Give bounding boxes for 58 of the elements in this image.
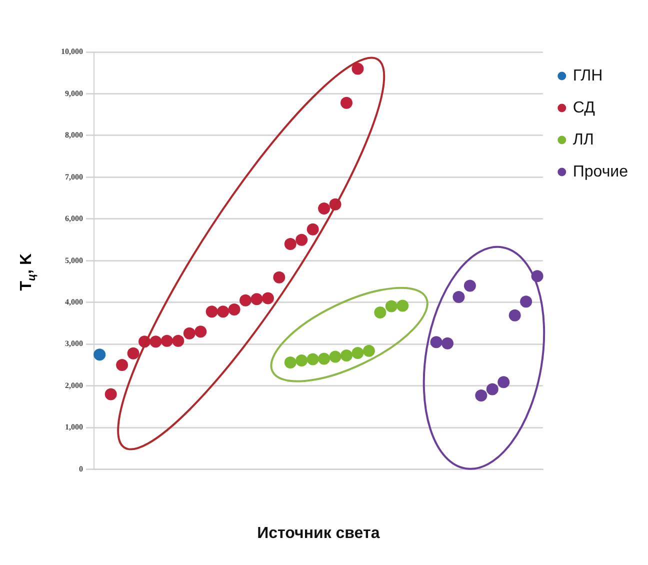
legend-label: ЛЛ [572,131,594,148]
point [374,306,386,318]
point [172,334,184,347]
point [318,202,330,215]
point [273,271,286,284]
point [329,350,342,363]
point [150,336,162,348]
point [396,300,409,312]
point [340,349,352,362]
point [284,238,296,250]
point [340,96,352,109]
x-axis-title: Источник света [257,524,380,542]
point [306,223,319,236]
y-tick-label: 0 [79,464,83,474]
point [362,344,375,357]
point [430,336,442,348]
point [94,348,106,361]
point [486,383,498,396]
point [385,300,398,312]
point [284,356,296,369]
point [217,306,230,318]
y-tick-label: 5,000 [65,256,83,265]
point [352,62,364,75]
point [262,292,274,304]
point [508,309,521,322]
point [194,326,207,338]
y-tick-label: 2,000 [65,380,83,390]
point [160,334,173,347]
legend-label: Прочие [572,163,628,180]
point [318,352,330,365]
point [240,294,252,306]
point [296,234,308,246]
y-tick-label: 7,000 [65,172,83,182]
y-tick-label: 1,000 [65,422,83,432]
legend-label: СД [572,99,596,116]
y-tick-label: 8,000 [65,130,83,140]
point [206,306,218,318]
point [452,291,465,304]
y-tick-label: 4,000 [65,298,83,307]
point [250,293,263,306]
point [104,388,117,400]
y-tick-label: 10,000 [61,47,83,56]
point [520,296,532,308]
point [441,337,454,350]
point [464,280,476,292]
point [306,353,319,366]
point [475,390,488,402]
point [228,304,240,316]
legend-label: ГЛН [572,67,603,84]
point [498,376,510,388]
point [116,359,128,372]
point [352,346,364,359]
point [296,354,308,366]
point [183,327,196,340]
y-tick-label: 3,000 [65,339,83,348]
point [127,347,140,360]
y-tick-label: 9,000 [65,88,83,98]
y-tick-label: 6,000 [65,214,83,224]
